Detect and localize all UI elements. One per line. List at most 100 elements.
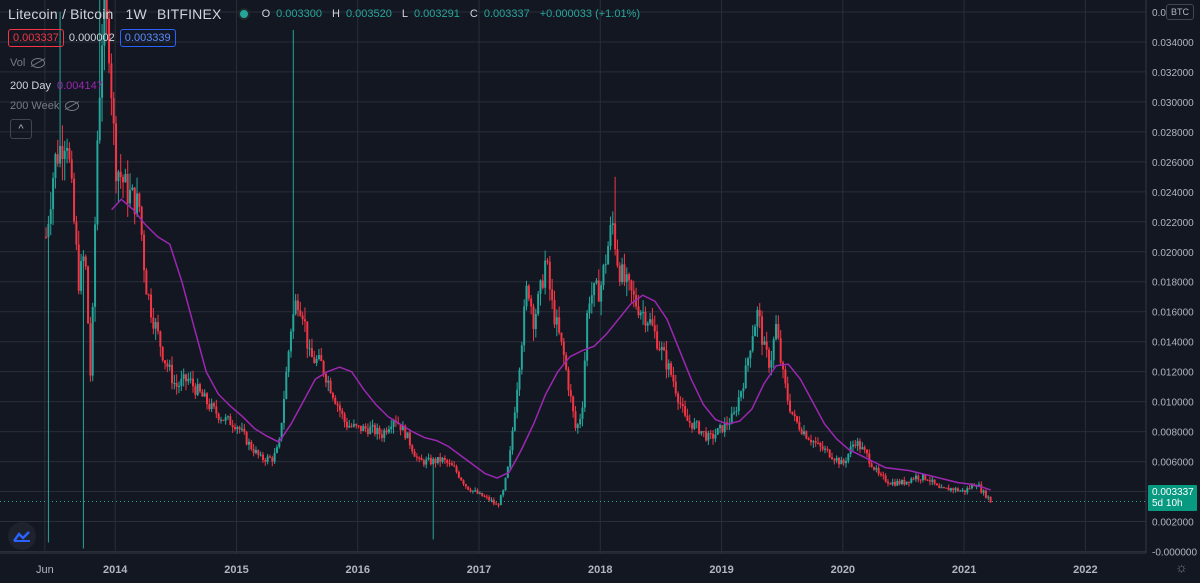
candle-body xyxy=(616,249,619,266)
candle-body xyxy=(579,418,582,425)
candle-body xyxy=(632,290,635,295)
tradingview-logo-icon[interactable] xyxy=(8,522,36,550)
indicator-200-day[interactable]: 200 Day 0.004147 xyxy=(10,80,103,92)
candle-body xyxy=(896,480,899,486)
candle-body xyxy=(527,285,530,299)
candle-body xyxy=(912,478,915,480)
candle-body xyxy=(749,350,752,359)
settings-gear-icon[interactable]: ☼ xyxy=(1175,559,1188,575)
candle-body xyxy=(66,148,69,151)
currency-tag[interactable]: BTC xyxy=(1166,4,1194,20)
candle-body xyxy=(555,317,558,325)
candle-body xyxy=(250,441,253,450)
candle-body xyxy=(82,256,85,261)
symbol-legend: Litecoin / Bitcoin 1W BITFINEX O 0.003300… xyxy=(8,6,640,22)
collapse-legend-button[interactable]: ^ xyxy=(10,119,32,139)
candle-body xyxy=(101,45,104,98)
eye-off-icon[interactable] xyxy=(65,101,80,111)
candle-body xyxy=(103,0,106,46)
candle-body xyxy=(518,369,521,390)
candle-body xyxy=(229,416,232,426)
candle-body xyxy=(138,193,141,207)
candle-body xyxy=(847,453,850,461)
candle-body xyxy=(411,445,414,452)
candle-body xyxy=(539,280,542,294)
candle-body xyxy=(450,463,453,466)
candle-body xyxy=(761,316,764,345)
candle-body xyxy=(98,97,101,141)
candle-body xyxy=(94,224,97,307)
candle-body xyxy=(343,413,346,422)
candle-body xyxy=(378,427,381,435)
candle-body xyxy=(112,98,115,124)
candle-body xyxy=(667,363,670,370)
candle-body xyxy=(224,417,227,421)
candle-body xyxy=(469,489,472,492)
candle-body xyxy=(775,324,778,340)
y-tick-label: 0.016000 xyxy=(1152,308,1194,319)
candle-body xyxy=(649,319,652,324)
candle-body xyxy=(611,223,614,226)
candle-body xyxy=(949,488,952,491)
candle-body xyxy=(355,424,358,426)
candle-body xyxy=(546,260,549,262)
candle-body xyxy=(835,457,838,461)
candle-body xyxy=(653,325,656,332)
candle-body xyxy=(47,223,50,238)
candle-body xyxy=(672,374,675,382)
candle-body xyxy=(968,488,971,490)
candle-body xyxy=(961,490,964,492)
candle-body xyxy=(810,440,813,443)
indicator-vol[interactable]: Vol xyxy=(10,57,46,69)
candle-body xyxy=(205,393,208,405)
candle-body xyxy=(984,490,987,498)
y-tick-label: 0.014000 xyxy=(1152,338,1194,349)
candle-body xyxy=(793,414,796,417)
candle-body xyxy=(240,428,243,430)
candle-body xyxy=(947,487,950,491)
candle-body xyxy=(119,171,122,177)
candle-body xyxy=(182,374,185,379)
candle-body xyxy=(513,412,516,431)
candle-body xyxy=(231,425,234,428)
candle-body xyxy=(609,225,612,246)
candle-body xyxy=(856,441,859,446)
candle-body xyxy=(520,345,523,370)
y-tick-label: 0.028000 xyxy=(1152,128,1194,139)
candle-body xyxy=(544,260,547,288)
candle-body xyxy=(366,428,369,434)
candle-body xyxy=(763,341,766,345)
candle-body xyxy=(938,485,941,489)
candle-body xyxy=(693,422,696,429)
candle-body xyxy=(331,393,334,398)
eye-off-icon[interactable] xyxy=(31,58,46,68)
candle-body xyxy=(758,309,761,317)
candle-body xyxy=(427,457,430,460)
sell-button[interactable]: 0.003337 xyxy=(8,29,64,47)
candle-body xyxy=(308,348,311,350)
candle-body xyxy=(157,322,160,332)
symbol-name[interactable]: Litecoin / Bitcoin xyxy=(8,6,114,22)
candle-body xyxy=(628,274,631,281)
indicator-200-week[interactable]: 200 Week xyxy=(10,100,80,112)
candle-body xyxy=(497,504,500,506)
candle-body xyxy=(604,264,607,266)
candle-body xyxy=(679,402,682,405)
candle-body xyxy=(597,280,600,302)
candle-body xyxy=(446,460,449,463)
candle-body xyxy=(217,413,220,420)
candle-body xyxy=(455,466,458,472)
candle-body xyxy=(376,427,379,435)
candle-body xyxy=(352,424,355,427)
y-tick-label: 0.032000 xyxy=(1152,68,1194,79)
candle-body xyxy=(348,425,351,428)
buy-button[interactable]: 0.003339 xyxy=(119,29,176,47)
candle-body xyxy=(656,331,659,349)
candle-body xyxy=(903,479,906,485)
candle-body xyxy=(192,378,195,387)
candle-body xyxy=(61,146,64,160)
candle-body xyxy=(299,310,302,316)
interval-label[interactable]: 1W xyxy=(125,6,147,22)
candle-body xyxy=(863,447,866,450)
